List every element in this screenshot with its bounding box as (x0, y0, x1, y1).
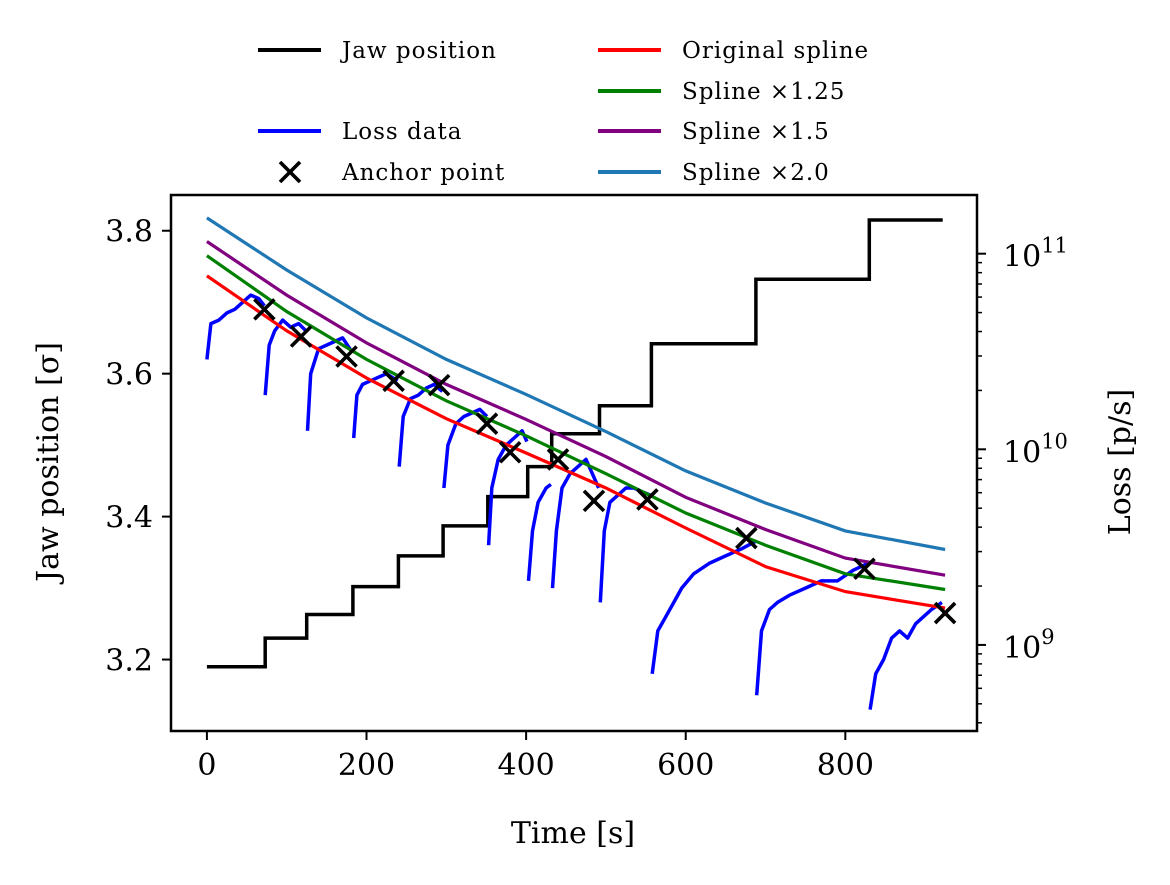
y-left-tick-label: 3.8 (105, 215, 153, 250)
legend-entry-orig: Original spline (598, 38, 869, 64)
legend: Jaw position Original spline Spline ×1.25 L… (258, 38, 869, 186)
y-left-tick-label: 3.2 (105, 644, 153, 679)
loss-data-segment-9 (550, 457, 601, 589)
legend-label: Spline ×2.0 (682, 160, 830, 186)
plot-series (205, 216, 946, 710)
x-axis-label: Time [s] (511, 816, 635, 851)
anchor-point-marker (475, 412, 499, 435)
y-axis-label-left: Jaw position [σ] (31, 342, 66, 585)
anchor-point-marker (582, 489, 606, 513)
legend-entry-jaw: Jaw position (258, 38, 497, 64)
plot-frame (169, 193, 979, 733)
spline-line-s15 (206, 240, 946, 577)
jaw-position-line (206, 218, 943, 669)
plot-area (205, 216, 957, 710)
legend-entry-s20: Spline ×2.0 (598, 160, 830, 186)
loss-data-segment-8 (526, 482, 552, 582)
loss-data-segment-1 (205, 293, 266, 360)
anchor-point-marker (546, 448, 570, 471)
y-left-tick-label: 3.4 (105, 501, 153, 536)
anchor-point-marker (735, 526, 758, 550)
legend-label: Anchor point (341, 160, 505, 186)
legend-entry-anchor: Anchor point (278, 160, 505, 186)
anchor-point-marker (253, 298, 276, 321)
anchor-point-marker (933, 601, 957, 625)
x-tick-label: 600 (657, 748, 714, 783)
loss-data-segment-13 (868, 600, 943, 710)
legend-label: Spline ×1.25 (682, 79, 845, 105)
spline-line-orig (205, 274, 946, 610)
loss-data-segment-12 (754, 561, 870, 696)
legend-entry-loss: Loss data (258, 119, 462, 145)
legend-label: Original spline (682, 38, 869, 64)
loss-data-segment-6 (442, 407, 489, 489)
spline-line-s125 (205, 254, 946, 592)
legend-marker-x (278, 160, 302, 184)
anchor-point-marker (289, 325, 313, 348)
anchor-point-marker (427, 373, 451, 397)
spline-line-s20 (206, 216, 946, 552)
x-tick-label: 0 (197, 748, 216, 783)
loss-data-segment-3 (305, 336, 354, 431)
loss-data-segment-2 (263, 318, 308, 396)
x-tick-label: 400 (497, 748, 554, 783)
anchor-point-marker (636, 488, 659, 511)
x-tick-label: 800 (817, 748, 874, 783)
anchor-point-marker (335, 345, 358, 368)
loss-data-segment-5 (397, 382, 444, 467)
loss-data-segment-11 (650, 540, 757, 675)
legend-entry-s125: Spline ×1.25 (598, 79, 845, 105)
legend-label: Jaw position (340, 38, 497, 64)
y-right-tick-label: 1011 (1003, 234, 1068, 275)
anchor-point-marker (853, 557, 876, 581)
legend-label: Loss data (342, 119, 462, 145)
axes: 0 200 400 600 800 3.2 3.4 3.6 3.8 109 1010 1011 (105, 193, 1068, 783)
y-right-tick-label: 109 (1003, 625, 1055, 666)
y-right-tick-label: 1010 (1003, 429, 1068, 470)
legend-label: Spline ×1.5 (682, 119, 830, 145)
y-axis-label-right: Loss [p/s] (1103, 389, 1138, 535)
y-left-tick-label: 3.6 (105, 358, 153, 393)
anchor-point-marker (498, 441, 522, 464)
x-tick-label: 200 (338, 748, 395, 783)
anchor-point-marker (382, 369, 405, 393)
legend-entry-s15: Spline ×1.5 (598, 119, 830, 145)
